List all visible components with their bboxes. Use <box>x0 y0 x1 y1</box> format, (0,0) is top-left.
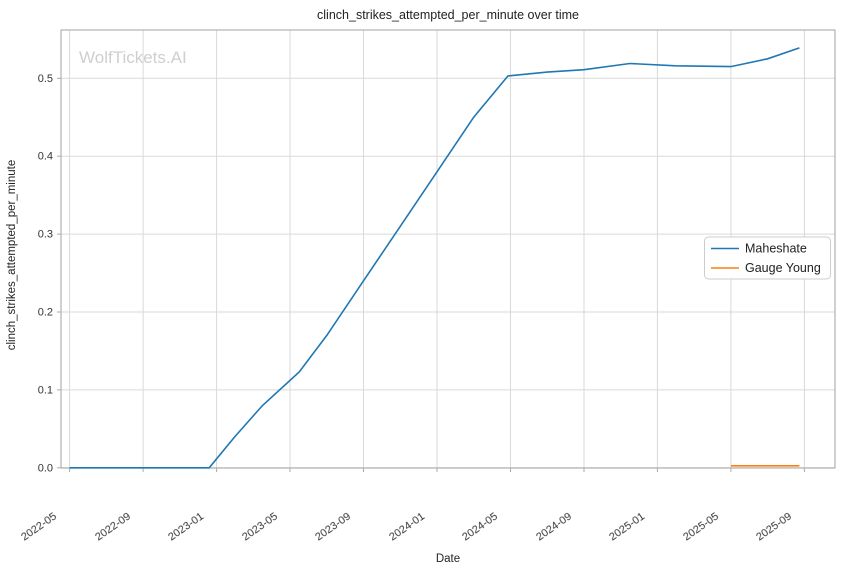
svg-text:0.1: 0.1 <box>38 384 53 396</box>
svg-text:0.5: 0.5 <box>38 73 53 85</box>
svg-text:0.4: 0.4 <box>38 151 53 163</box>
svg-text:Gauge Young: Gauge Young <box>745 261 821 275</box>
svg-text:0.2: 0.2 <box>38 307 53 319</box>
svg-text:Maheshate: Maheshate <box>745 242 807 256</box>
svg-text:0.0: 0.0 <box>38 462 53 474</box>
svg-text:0.3: 0.3 <box>38 229 53 241</box>
